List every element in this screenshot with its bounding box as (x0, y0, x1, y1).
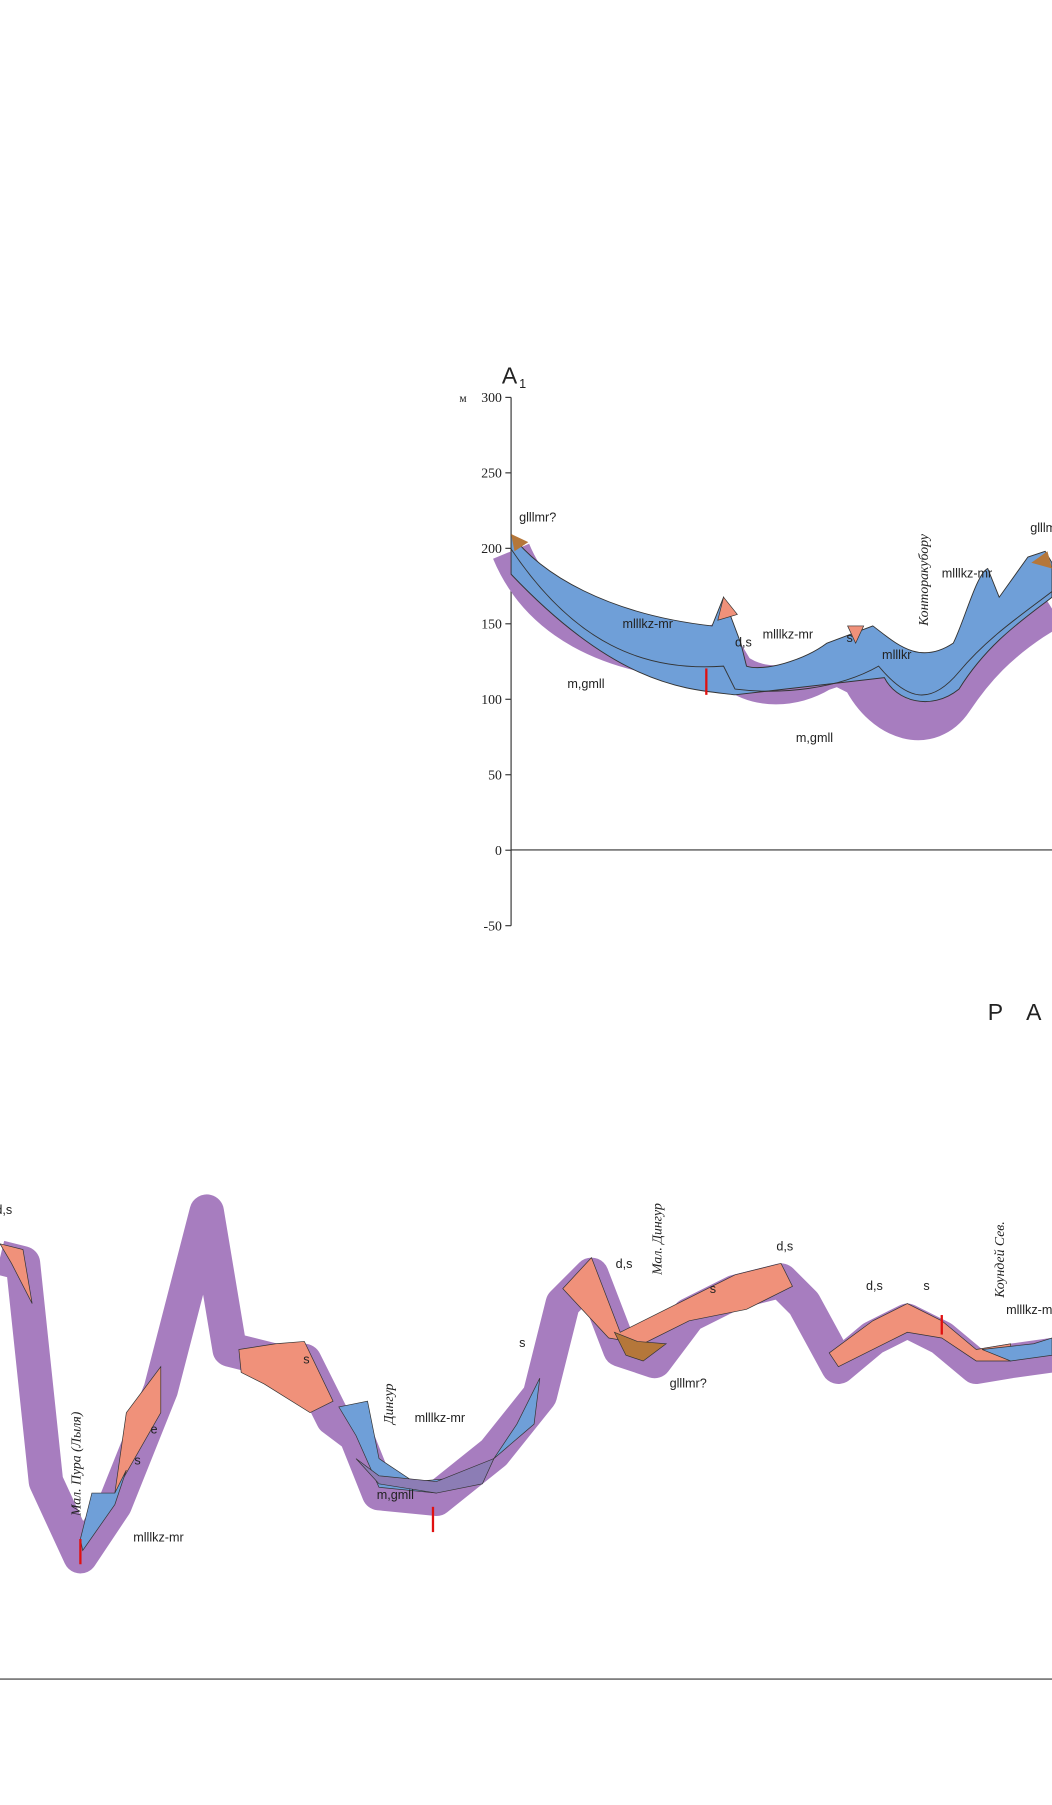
page: {"upper_section":{"label":"A","label_sub… (0, 0, 1052, 1800)
annotation: s (923, 1279, 929, 1293)
tick-label: 300 (481, 390, 502, 405)
annotation: glllmr? (670, 1376, 707, 1390)
tick-label: 50 (488, 767, 502, 782)
annotation: s (519, 1336, 525, 1350)
annotation: s (134, 1453, 140, 1467)
place-name: Конторакубору (916, 533, 931, 627)
place-name: Мал. Пура (Лыля) (68, 1411, 84, 1517)
tick-label: 100 (481, 692, 502, 707)
annotation: mlllkr (882, 648, 911, 662)
annotation: e (150, 1422, 157, 1436)
annotation: d,s (735, 636, 752, 650)
annotation: d,s (866, 1279, 883, 1293)
place-name: Мал. Дингур (650, 1203, 665, 1276)
annotation: m,gmll (567, 677, 604, 691)
place-name: Дингур (381, 1383, 396, 1426)
annotation: d,s (616, 1257, 633, 1271)
annotation: m,gmll (377, 1488, 414, 1502)
annotation: mlllkz-mr (942, 567, 992, 581)
place-name: Коундей Сев. (992, 1221, 1007, 1299)
annotation: mlllkz-mr (415, 1411, 465, 1425)
tick-label: 200 (481, 541, 502, 556)
section-label: A (502, 363, 518, 389)
heading: P A (988, 999, 1051, 1025)
annotation: mlllkz-mr (622, 617, 672, 631)
tick-label: 150 (481, 616, 502, 631)
annotation: s (710, 1282, 716, 1296)
annotation: s (846, 631, 852, 645)
annotation: mlllkz-mr (763, 628, 813, 642)
annotation: s (303, 1352, 309, 1366)
tick-label: 250 (481, 465, 502, 480)
diagram: A 1 м 300 250 200 150 100 50 0 -50 glllmr? mlll… (0, 0, 1052, 1800)
annotation: mlllkz-mr (133, 1530, 183, 1544)
section-label-sub: 1 (519, 377, 526, 391)
annotation: m,gmll (796, 731, 833, 745)
annotation: glllmr? (519, 510, 556, 524)
blue-deposits (80, 1338, 1052, 1550)
annotation: d,s (0, 1203, 12, 1217)
annotation: d,s (776, 1240, 793, 1254)
annotation: mlllkz-m (1006, 1303, 1052, 1317)
unit: м (459, 393, 466, 405)
annotation: glllm (1030, 521, 1052, 535)
tick-label: 0 (495, 843, 502, 858)
tick-label: -50 (484, 918, 502, 933)
